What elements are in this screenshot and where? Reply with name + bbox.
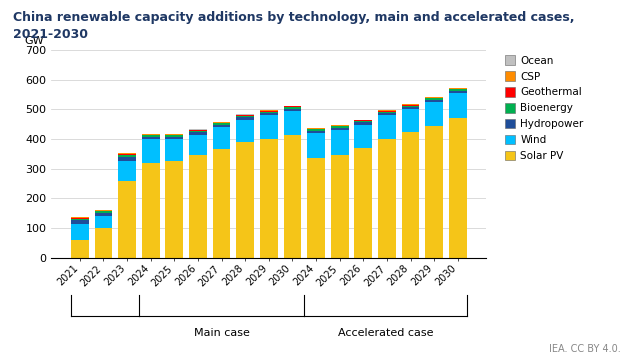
Bar <box>166 161 183 258</box>
Bar <box>331 128 349 130</box>
Bar <box>307 133 325 158</box>
Bar <box>378 113 396 115</box>
Bar <box>284 106 301 107</box>
Bar <box>212 123 230 124</box>
Bar <box>189 132 207 135</box>
Bar <box>378 115 396 139</box>
Bar <box>95 213 112 216</box>
Bar <box>284 135 301 258</box>
Bar <box>71 217 89 218</box>
Bar <box>166 135 183 137</box>
Bar <box>236 116 254 117</box>
Bar <box>71 240 89 258</box>
Bar <box>426 98 443 100</box>
Bar <box>95 216 112 228</box>
Bar <box>260 113 278 115</box>
Bar <box>166 139 183 161</box>
Bar <box>236 115 254 116</box>
Bar <box>260 139 278 258</box>
Bar <box>449 89 467 91</box>
Bar <box>212 122 230 123</box>
Bar <box>142 137 159 139</box>
Bar <box>355 120 372 121</box>
Bar <box>189 135 207 155</box>
Bar <box>118 157 136 161</box>
Bar <box>118 161 136 181</box>
Bar <box>189 130 207 131</box>
Bar <box>189 155 207 258</box>
Bar <box>307 129 325 131</box>
Bar <box>118 154 136 155</box>
Bar <box>236 117 254 120</box>
Bar <box>260 115 278 139</box>
Legend: Ocean, CSP, Geothermal, Bioenergy, Hydropower, Wind, Solar PV: Ocean, CSP, Geothermal, Bioenergy, Hydro… <box>505 55 584 161</box>
Bar <box>449 93 467 118</box>
Bar <box>402 106 419 107</box>
Bar <box>331 155 349 258</box>
Bar <box>426 102 443 126</box>
Bar <box>260 112 278 113</box>
Bar <box>355 122 372 125</box>
Bar <box>71 218 89 219</box>
Bar <box>331 126 349 128</box>
Bar <box>260 110 278 111</box>
Bar <box>355 125 372 148</box>
Bar <box>402 132 419 258</box>
Bar <box>236 120 254 142</box>
Bar <box>284 111 301 135</box>
Bar <box>142 139 159 163</box>
Bar <box>426 126 443 258</box>
Y-axis label: GW: GW <box>24 36 44 46</box>
Bar <box>212 124 230 125</box>
Bar <box>118 181 136 258</box>
Bar <box>449 91 467 93</box>
Bar <box>284 108 301 111</box>
Bar <box>307 131 325 133</box>
Bar <box>284 107 301 108</box>
Bar <box>449 88 467 89</box>
Bar <box>307 128 325 129</box>
Text: Main case: Main case <box>194 328 250 338</box>
Bar <box>142 134 159 135</box>
Bar <box>378 112 396 113</box>
Bar <box>307 158 325 258</box>
Bar <box>166 137 183 139</box>
Bar <box>71 219 89 220</box>
Bar <box>331 130 349 155</box>
Bar <box>260 111 278 112</box>
Bar <box>402 110 419 132</box>
Bar <box>426 97 443 98</box>
Bar <box>118 153 136 154</box>
Bar <box>212 150 230 258</box>
Bar <box>378 139 396 258</box>
Bar <box>71 224 89 240</box>
Text: Accelerated case: Accelerated case <box>338 328 433 338</box>
Bar <box>142 163 159 258</box>
Text: China renewable capacity additions by technology, main and accelerated cases,
20: China renewable capacity additions by te… <box>13 11 574 41</box>
Bar <box>378 111 396 112</box>
Bar <box>71 220 89 224</box>
Bar <box>142 135 159 137</box>
Bar <box>95 211 112 213</box>
Bar <box>118 155 136 157</box>
Bar <box>212 127 230 150</box>
Bar <box>355 121 372 122</box>
Text: IEA. CC BY 4.0.: IEA. CC BY 4.0. <box>549 344 621 354</box>
Bar <box>212 125 230 127</box>
Bar <box>331 125 349 126</box>
Bar <box>189 131 207 132</box>
Bar <box>236 142 254 258</box>
Bar <box>95 228 112 258</box>
Bar <box>402 107 419 110</box>
Bar <box>402 105 419 106</box>
Bar <box>95 210 112 211</box>
Bar <box>378 110 396 111</box>
Bar <box>355 148 372 258</box>
Bar <box>166 134 183 135</box>
Bar <box>426 100 443 102</box>
Bar <box>449 118 467 258</box>
